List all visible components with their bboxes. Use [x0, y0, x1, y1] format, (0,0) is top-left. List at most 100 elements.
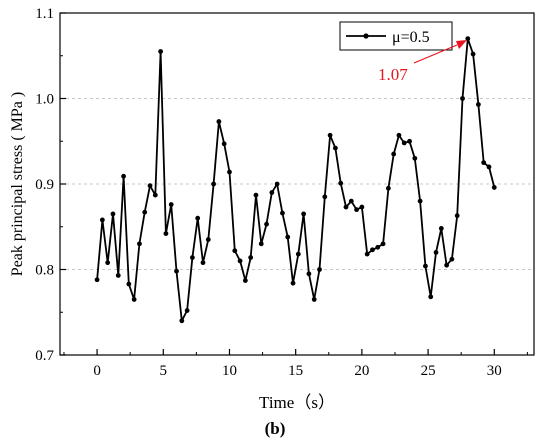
data-point [317, 267, 322, 272]
data-point [253, 192, 259, 198]
data-point [142, 209, 148, 215]
data-point [311, 297, 317, 302]
data-point [449, 256, 455, 262]
data-point [237, 258, 243, 264]
data-point [491, 185, 497, 190]
y-tick-label: 0.7 [35, 348, 54, 364]
x-tick-label: 30 [487, 363, 502, 379]
data-point [242, 278, 248, 284]
data-point [221, 141, 227, 147]
data-point [290, 280, 296, 286]
data-point [190, 255, 195, 260]
data-point [417, 198, 423, 204]
legend: μ=0.5 [339, 21, 453, 51]
data-point [158, 49, 164, 54]
data-point [94, 277, 100, 283]
x-tick-label: 5 [160, 363, 168, 379]
data-point [232, 248, 238, 254]
x-axis-label: Time（s） [259, 393, 335, 412]
data-point [285, 234, 291, 240]
data-point [174, 268, 179, 274]
data-point [195, 215, 201, 221]
peak-annotation-arrowhead [456, 40, 467, 49]
data-point [343, 204, 349, 210]
legend-label: μ=0.5 [392, 29, 430, 46]
data-point [184, 308, 190, 313]
peak-annotation: 1.07 [378, 40, 467, 84]
data-point [131, 297, 137, 302]
data-point [391, 151, 397, 157]
data-point [126, 281, 132, 287]
data-point [332, 145, 338, 151]
data-point [105, 260, 111, 266]
data-point [481, 160, 487, 166]
data-point [412, 155, 418, 161]
data-point [454, 213, 460, 219]
data-point [433, 250, 439, 255]
data-point [121, 173, 126, 179]
data-point [216, 119, 222, 124]
data-point [486, 164, 492, 170]
data-point [168, 202, 174, 207]
data-point [280, 210, 285, 216]
data-point [444, 262, 450, 268]
data-point [179, 318, 185, 324]
figure-caption: (b) [265, 419, 286, 438]
peak-annotation-arrow [413, 44, 458, 64]
data-point [396, 132, 402, 138]
data-point [200, 260, 206, 266]
x-tick-label: 0 [93, 363, 101, 379]
y-tick-label: 0.9 [35, 177, 54, 193]
legend-marker [363, 33, 369, 39]
data-point [227, 169, 232, 175]
x-tick-label: 10 [222, 363, 237, 379]
data-point [306, 271, 312, 277]
data-point [295, 251, 301, 257]
data-point [110, 211, 116, 217]
data-point [99, 217, 105, 223]
data-point [301, 211, 307, 217]
x-tick-label: 15 [288, 363, 303, 379]
y-axis-label: Peak principal stress ( MPa ) [9, 92, 26, 276]
y-tick-label: 1.0 [35, 92, 54, 108]
series-layer [94, 36, 497, 324]
data-point [359, 204, 365, 210]
data-point [470, 51, 476, 57]
data-point [248, 255, 254, 260]
x-axis: 0 5 10 15 20 25 30 [63, 349, 528, 379]
data-point [428, 294, 434, 300]
data-point [407, 138, 412, 144]
data-point [338, 180, 344, 186]
data-point [269, 190, 275, 195]
data-point [163, 231, 169, 236]
x-tick-label: 20 [354, 363, 369, 379]
data-point [137, 241, 142, 247]
y-axis: 0.7 0.8 0.9 1.0 1.1 [35, 6, 66, 364]
y-tick-label: 0.8 [35, 263, 54, 279]
data-point [385, 185, 391, 191]
data-point [375, 244, 381, 250]
series-line [96, 37, 496, 322]
grid [60, 98, 534, 270]
peak-annotation-label: 1.07 [378, 65, 408, 84]
data-point [152, 192, 158, 198]
data-point [475, 102, 481, 107]
data-point [380, 241, 386, 247]
data-point [211, 181, 216, 187]
data-point [354, 207, 359, 213]
data-point [264, 221, 269, 227]
data-point [423, 263, 428, 269]
data-point [370, 247, 375, 253]
y-tick-label: 1.1 [35, 6, 54, 22]
data-point [465, 36, 471, 42]
data-point [460, 96, 465, 101]
data-point [364, 251, 370, 257]
data-point [147, 183, 153, 189]
data-point [438, 226, 444, 231]
data-point [258, 241, 264, 247]
x-tick-label: 25 [421, 363, 436, 379]
data-point [322, 194, 328, 200]
data-point [348, 198, 354, 204]
data-point [327, 132, 333, 138]
